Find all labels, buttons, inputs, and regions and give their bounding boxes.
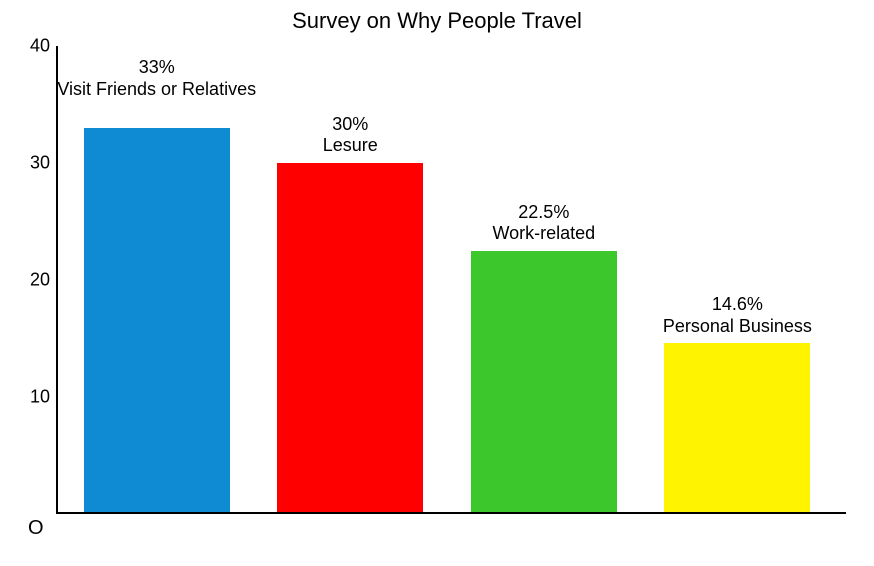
bar-label: 30%Lesure: [250, 114, 450, 157]
bar-category: Personal Business: [637, 316, 837, 338]
bar: [664, 343, 810, 512]
bar-label: 14.6%Personal Business: [637, 294, 837, 337]
origin-label: O: [28, 517, 44, 540]
bar: [277, 163, 423, 512]
y-tick-label: 30: [30, 153, 56, 174]
plot-area: O 1020304033%Visit Friends or Relatives3…: [56, 46, 846, 514]
y-axis: [56, 46, 58, 514]
chart-container: Survey on Why People Travel O 1020304033…: [0, 0, 874, 566]
y-tick-label: 10: [30, 387, 56, 408]
y-tick-label: 20: [30, 270, 56, 291]
bar-category: Visit Friends or Relatives: [57, 79, 257, 101]
y-tick-label: 40: [30, 36, 56, 57]
chart-title: Survey on Why People Travel: [0, 8, 874, 34]
bar: [84, 128, 230, 512]
bar-label: 33%Visit Friends or Relatives: [57, 57, 257, 100]
bar-percent: 14.6%: [637, 294, 837, 316]
bar-percent: 33%: [57, 57, 257, 79]
bar-label: 22.5%Work-related: [444, 202, 644, 245]
bar-category: Lesure: [250, 135, 450, 157]
x-axis: [56, 512, 846, 514]
bar-category: Work-related: [444, 223, 644, 245]
bar: [471, 251, 617, 512]
bar-percent: 22.5%: [444, 202, 644, 224]
bar-percent: 30%: [250, 114, 450, 136]
